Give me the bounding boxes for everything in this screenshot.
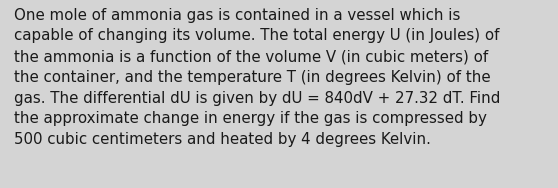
Text: One mole of ammonia gas is contained in a vessel which is
capable of changing it: One mole of ammonia gas is contained in … (14, 8, 501, 147)
